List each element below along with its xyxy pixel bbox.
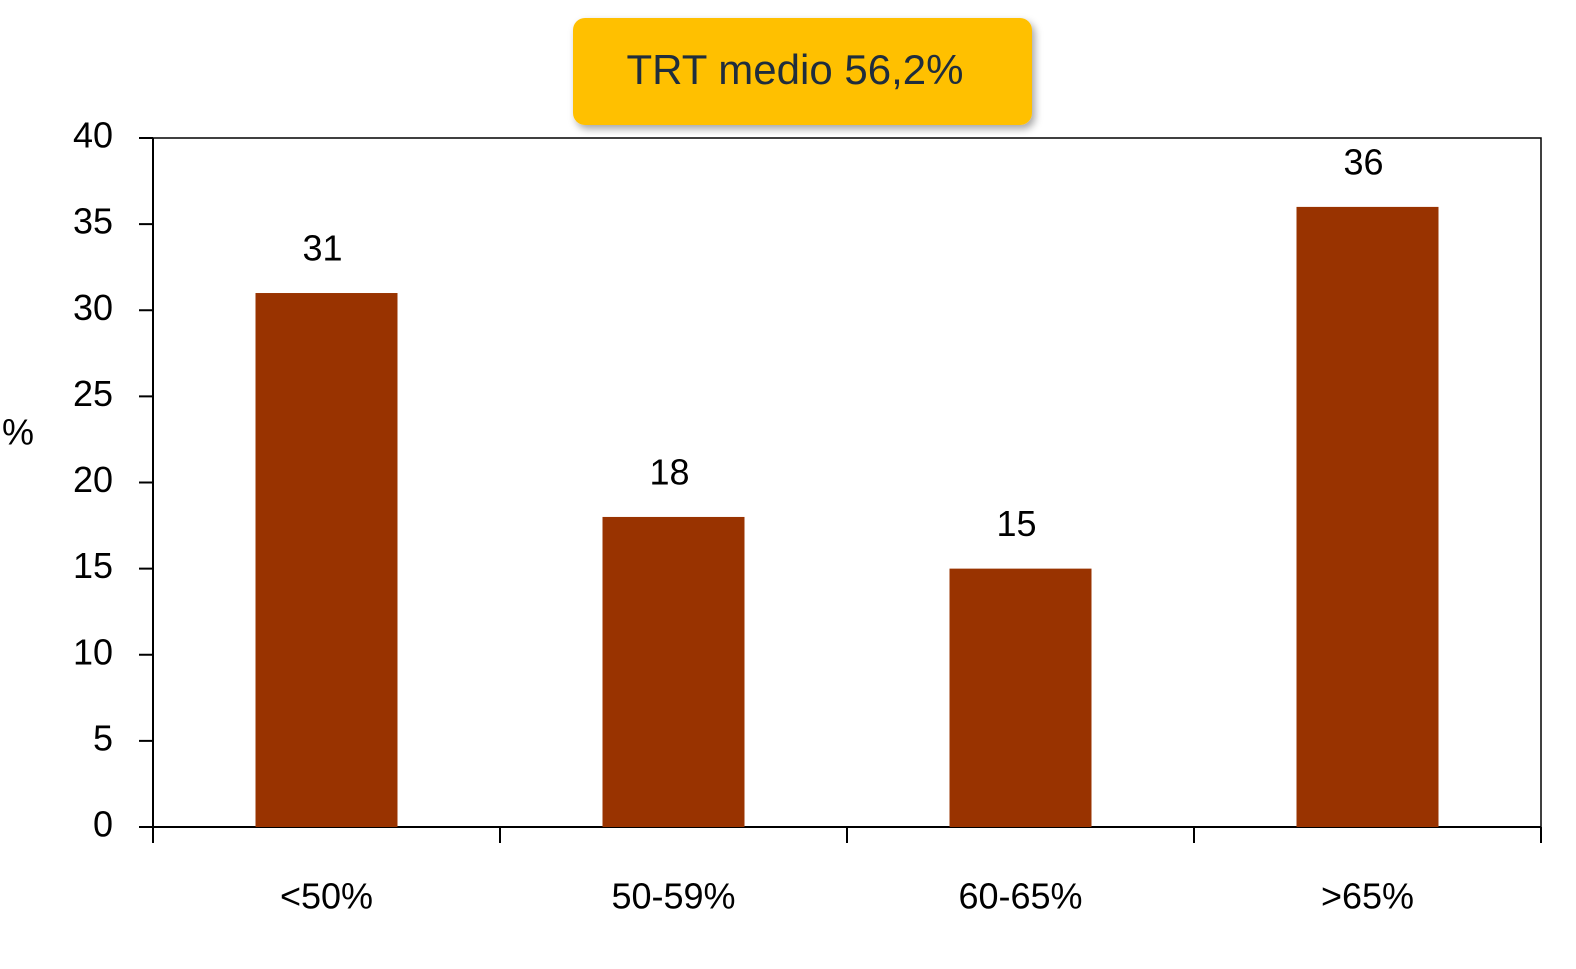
y-tick-label: 15 [73,545,113,586]
data-label: 15 [996,503,1036,544]
y-tick-label: 5 [93,717,113,758]
bar [1296,206,1439,827]
x-tick-label: <50% [280,876,373,917]
y-tick-label: 40 [73,115,113,156]
y-tick-label: 0 [93,804,113,845]
bar [949,568,1092,827]
data-label: 18 [649,451,689,492]
bar [255,293,398,827]
y-axis-label: % [2,412,34,453]
y-tick-label: 30 [73,287,113,328]
y-tick-label: 25 [73,373,113,414]
x-tick-label: >65% [1321,876,1414,917]
data-label: 31 [302,228,342,269]
x-tick-label: 50-59% [611,876,735,917]
y-tick-label: 10 [73,631,113,672]
annotation: TRT medio 56,2% [627,46,964,93]
bar [602,516,745,827]
data-label: 36 [1343,141,1383,182]
x-tick-label: 60-65% [958,876,1082,917]
y-tick-label: 35 [73,201,113,242]
y-tick-label: 20 [73,459,113,500]
annotation-box [573,18,1032,125]
